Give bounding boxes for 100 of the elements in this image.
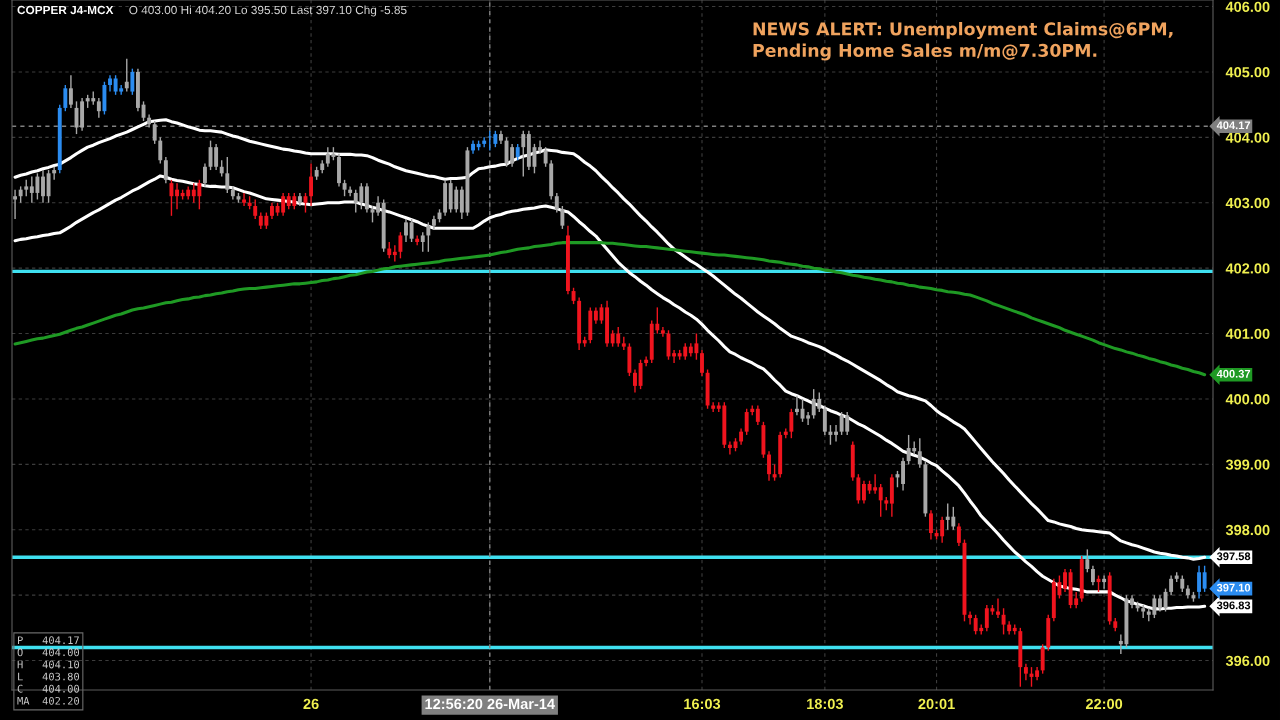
candlestick: [794, 394, 799, 417]
candlestick: [175, 182, 179, 210]
candlestick: [63, 84, 68, 112]
candlestick: [426, 221, 431, 253]
candlestick: [755, 404, 760, 426]
candlestick: [41, 169, 45, 204]
candlestick: [130, 67, 135, 96]
candlestick: [834, 424, 838, 443]
candlestick: [744, 408, 749, 436]
candlestick: [152, 120, 157, 145]
candlestick: [203, 162, 207, 188]
candlestick: [789, 408, 794, 439]
candlestick: [398, 231, 403, 260]
candlestick: [1202, 565, 1207, 593]
candlestick: [96, 97, 101, 119]
candlestick: [1001, 607, 1006, 636]
y-tick-label: 406.00: [1225, 1, 1270, 12]
candlestick: [917, 437, 922, 469]
candlestick: [309, 162, 314, 207]
candlestick: [348, 185, 353, 197]
candlestick: [822, 404, 827, 436]
candlestick: [392, 244, 397, 263]
candlestick: [806, 411, 811, 426]
candlestick: [242, 192, 246, 207]
candlestick: [672, 349, 677, 364]
candlestick: [376, 195, 381, 217]
candlestick: [862, 480, 866, 505]
candlestick: [13, 188, 18, 220]
candlestick: [901, 457, 905, 492]
candlestick: [420, 231, 425, 253]
candlestick: [1141, 604, 1146, 619]
candlestick: [560, 205, 565, 230]
candlestick: [1063, 568, 1067, 593]
candlestick: [543, 146, 548, 168]
y-tick-label: 403.00: [1225, 197, 1270, 209]
candlestick: [1197, 565, 1201, 600]
candlestick: [1169, 574, 1174, 596]
candlestick: [225, 156, 230, 194]
candlestick: [828, 424, 833, 446]
candlestick: [158, 136, 163, 165]
ref-line-label: 404.17: [1216, 121, 1251, 130]
candlestick: [521, 130, 526, 178]
candlestick: [538, 139, 542, 155]
candlestick: [996, 597, 1000, 619]
candlestick: [873, 473, 878, 495]
chart-title: COPPER J4-MCX: [17, 5, 114, 15]
candlestick: [554, 192, 559, 214]
candlestick: [929, 509, 933, 541]
x-tick-label: 12:56:20 26-Mar-14: [425, 698, 555, 710]
candlestick: [409, 218, 414, 243]
data-label: 396.83: [1216, 601, 1251, 610]
annotation: NEWS ALERT: Unemployment Claims@6PM, Pending Home Sales m/m@7.30PM.: [753, 22, 1173, 61]
candlestick: [956, 522, 961, 547]
candlestick: [644, 355, 649, 367]
y-tick-label: 404.00: [1225, 132, 1270, 143]
annotation: P 404.17 O 404.00 H 404.10 L 403.80 C 404.00 MA 402.20: [17, 636, 80, 705]
candlestick: [878, 483, 883, 518]
candlestick: [1090, 565, 1095, 587]
candlestick: [638, 359, 643, 390]
y-tick-label: 400.00: [1225, 394, 1270, 405]
x-tick-label: 16:03: [684, 698, 721, 710]
y-tick-label: 405.00: [1225, 67, 1270, 78]
line-series: [13, 241, 1207, 377]
candlestick: [767, 450, 771, 482]
chart-subtitle: O 403.00 Hi 404.20 Lo 395.50 Last 397.10 Chg -5.85: [129, 5, 407, 17]
candlestick: [163, 156, 168, 184]
candlestick: [364, 182, 369, 214]
y-tick-label: 401.00: [1225, 328, 1270, 339]
candlestick: [46, 169, 51, 204]
x-tick-label: 20:01: [918, 698, 955, 710]
line-series: [13, 118, 1207, 561]
candlestick: [214, 143, 219, 171]
candlestick: [1102, 574, 1107, 590]
candlestick: [856, 473, 861, 505]
candlestick: [253, 198, 258, 220]
data-label: 397.58: [1216, 552, 1251, 561]
candlestick: [52, 166, 57, 181]
x-tick-label: 26: [303, 698, 319, 710]
y-tick-label: 398.00: [1225, 524, 1270, 536]
candlestick: [1085, 548, 1090, 573]
candlestick: [415, 234, 420, 246]
candlestick: [633, 368, 637, 394]
candlestick: [1040, 643, 1045, 675]
x-tick-label: 22:00: [1085, 698, 1123, 710]
candlestick: [727, 440, 732, 456]
candlestick: [621, 336, 626, 351]
y-tick-label: 399.00: [1225, 459, 1270, 470]
candlestick: [968, 610, 973, 626]
candlestick: [404, 218, 408, 243]
candlestick: [169, 179, 174, 217]
candlestick: [510, 143, 515, 168]
candlestick: [700, 349, 704, 377]
x-tick-label: 18:03: [807, 698, 843, 710]
candlestick: [482, 136, 487, 148]
candlestick: [68, 74, 73, 109]
text: 397.10: [1216, 583, 1251, 592]
y-tick-label: 402.00: [1225, 263, 1270, 274]
y-tick-label: 396.00: [1225, 655, 1270, 667]
candlestick: [124, 58, 129, 93]
data-label: 400.37: [1216, 369, 1251, 378]
